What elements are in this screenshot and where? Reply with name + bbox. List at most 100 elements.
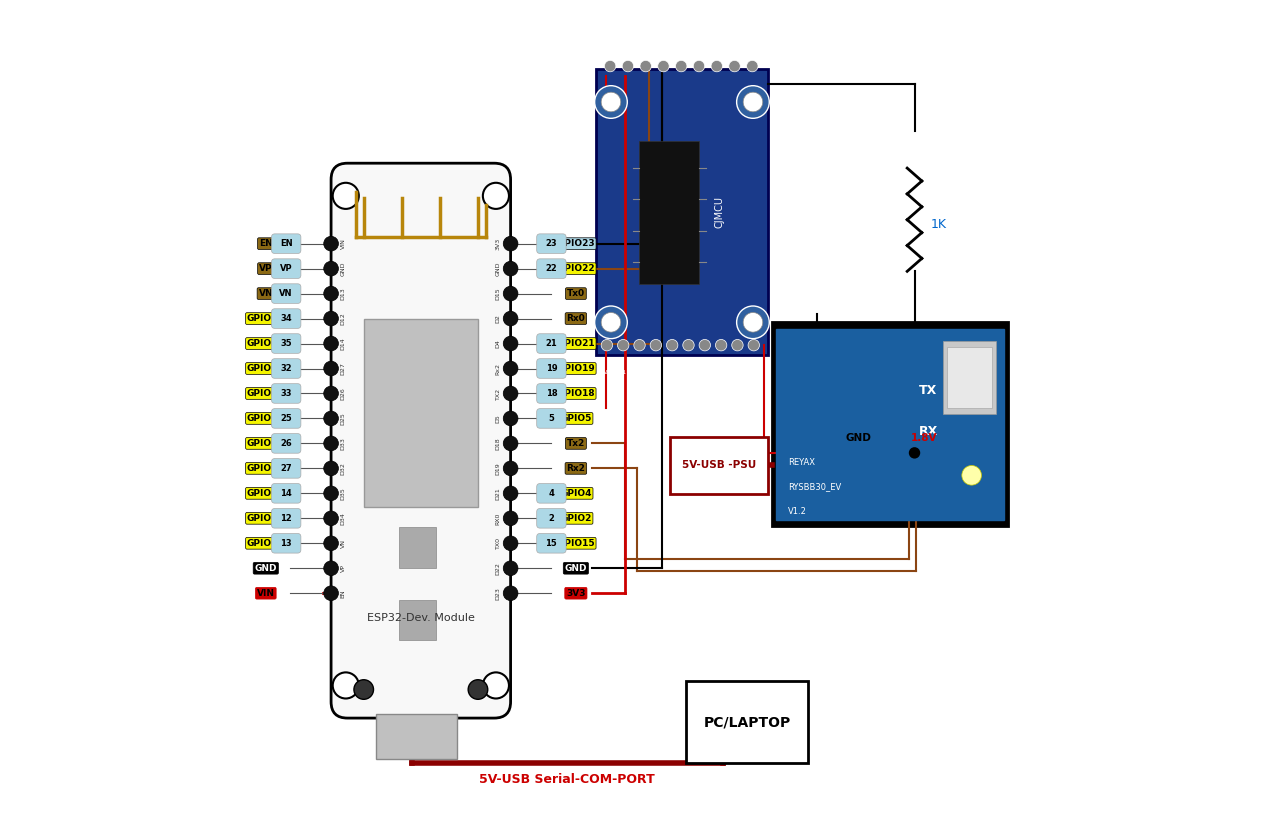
- Circle shape: [324, 586, 338, 601]
- Text: D15: D15: [496, 287, 501, 300]
- FancyBboxPatch shape: [670, 437, 767, 494]
- Circle shape: [504, 586, 518, 601]
- FancyBboxPatch shape: [537, 534, 566, 553]
- Circle shape: [324, 361, 338, 376]
- Text: B8GND: B8GND: [741, 49, 763, 54]
- Circle shape: [333, 183, 358, 209]
- Circle shape: [715, 339, 727, 351]
- Text: GPIO13: GPIO13: [247, 539, 285, 548]
- Text: EN: EN: [260, 239, 272, 248]
- Circle shape: [324, 386, 338, 401]
- Text: A8: A8: [733, 370, 742, 375]
- Circle shape: [743, 92, 762, 112]
- Text: PC/LAPTOP: PC/LAPTOP: [704, 715, 791, 730]
- Text: D18: D18: [496, 437, 501, 450]
- Text: VP: VP: [260, 264, 272, 273]
- Circle shape: [324, 486, 338, 501]
- FancyBboxPatch shape: [537, 334, 566, 353]
- Text: D32: D32: [341, 462, 346, 475]
- Text: GPIO34: GPIO34: [247, 314, 285, 323]
- Text: GPIO32: GPIO32: [247, 364, 285, 373]
- Text: 35: 35: [280, 339, 292, 348]
- Text: D19: D19: [496, 462, 501, 475]
- Text: 3V3: 3V3: [566, 588, 586, 598]
- Text: 18: 18: [546, 389, 557, 398]
- Circle shape: [747, 60, 758, 72]
- Text: B4: B4: [677, 49, 685, 54]
- Text: VN: VN: [280, 289, 292, 298]
- FancyBboxPatch shape: [376, 714, 457, 759]
- Text: GPIO23: GPIO23: [557, 239, 595, 248]
- Text: VP: VP: [341, 565, 346, 572]
- Circle shape: [324, 286, 338, 301]
- FancyBboxPatch shape: [947, 347, 993, 408]
- Text: GPIO27: GPIO27: [247, 463, 285, 473]
- Circle shape: [324, 436, 338, 450]
- FancyBboxPatch shape: [943, 341, 996, 415]
- Text: GPIO21: GPIO21: [557, 339, 595, 348]
- FancyBboxPatch shape: [271, 334, 301, 353]
- Text: GPIO26: GPIO26: [247, 439, 285, 448]
- FancyBboxPatch shape: [537, 409, 566, 428]
- Text: Rx2: Rx2: [566, 463, 585, 473]
- Circle shape: [504, 286, 518, 301]
- Text: B2: B2: [642, 49, 649, 54]
- Text: GPIO2: GPIO2: [560, 514, 591, 523]
- FancyBboxPatch shape: [686, 681, 809, 763]
- Text: D21: D21: [496, 487, 501, 499]
- Circle shape: [468, 680, 487, 699]
- Circle shape: [732, 339, 743, 351]
- Text: VIN: VIN: [257, 588, 275, 598]
- Circle shape: [324, 511, 338, 526]
- Text: CJMCU: CJMCU: [715, 196, 724, 228]
- Text: B7: B7: [730, 49, 738, 54]
- FancyBboxPatch shape: [271, 409, 301, 428]
- FancyBboxPatch shape: [399, 527, 436, 568]
- Text: EN: EN: [341, 589, 346, 597]
- Text: RX0: RX0: [496, 512, 501, 525]
- Text: GPIO12: GPIO12: [247, 514, 285, 523]
- Text: D25: D25: [341, 412, 346, 425]
- Circle shape: [737, 86, 770, 118]
- Text: Tx0: Tx0: [567, 289, 585, 298]
- Text: A3: A3: [652, 370, 660, 375]
- Text: TX2: TX2: [496, 388, 501, 400]
- Text: 25: 25: [280, 414, 292, 423]
- Text: D12: D12: [341, 313, 346, 325]
- Text: 33: 33: [281, 389, 292, 398]
- Circle shape: [504, 237, 518, 251]
- Circle shape: [658, 60, 670, 72]
- Text: D35: D35: [341, 487, 346, 499]
- FancyBboxPatch shape: [271, 534, 301, 553]
- FancyBboxPatch shape: [399, 600, 436, 641]
- Text: 4: 4: [548, 489, 555, 498]
- Text: 34: 34: [280, 314, 292, 323]
- Circle shape: [324, 561, 338, 575]
- Text: 5V-USB -PSU: 5V-USB -PSU: [681, 460, 756, 470]
- Text: D34: D34: [341, 512, 346, 525]
- Text: GPIO5: GPIO5: [560, 414, 591, 423]
- Text: GPIO15: GPIO15: [557, 539, 595, 548]
- Text: D22: D22: [496, 562, 501, 574]
- Text: D26: D26: [341, 387, 346, 400]
- Circle shape: [729, 60, 741, 72]
- FancyBboxPatch shape: [772, 322, 1008, 526]
- Circle shape: [324, 261, 338, 276]
- Circle shape: [651, 339, 662, 351]
- FancyBboxPatch shape: [271, 234, 301, 254]
- Text: Tx2: Tx2: [567, 439, 585, 448]
- Circle shape: [694, 60, 705, 72]
- Circle shape: [909, 447, 920, 459]
- Text: GND: GND: [496, 261, 501, 276]
- Circle shape: [595, 306, 627, 339]
- FancyBboxPatch shape: [271, 459, 301, 478]
- FancyBboxPatch shape: [639, 141, 699, 284]
- Text: GND: GND: [341, 261, 346, 276]
- Text: 5: 5: [548, 414, 555, 423]
- Text: GPIO22: GPIO22: [557, 264, 595, 273]
- Text: 26: 26: [280, 439, 292, 448]
- Text: VIN: VIN: [341, 238, 346, 249]
- Circle shape: [601, 92, 620, 112]
- Text: A1: A1: [619, 370, 627, 375]
- Circle shape: [962, 465, 981, 485]
